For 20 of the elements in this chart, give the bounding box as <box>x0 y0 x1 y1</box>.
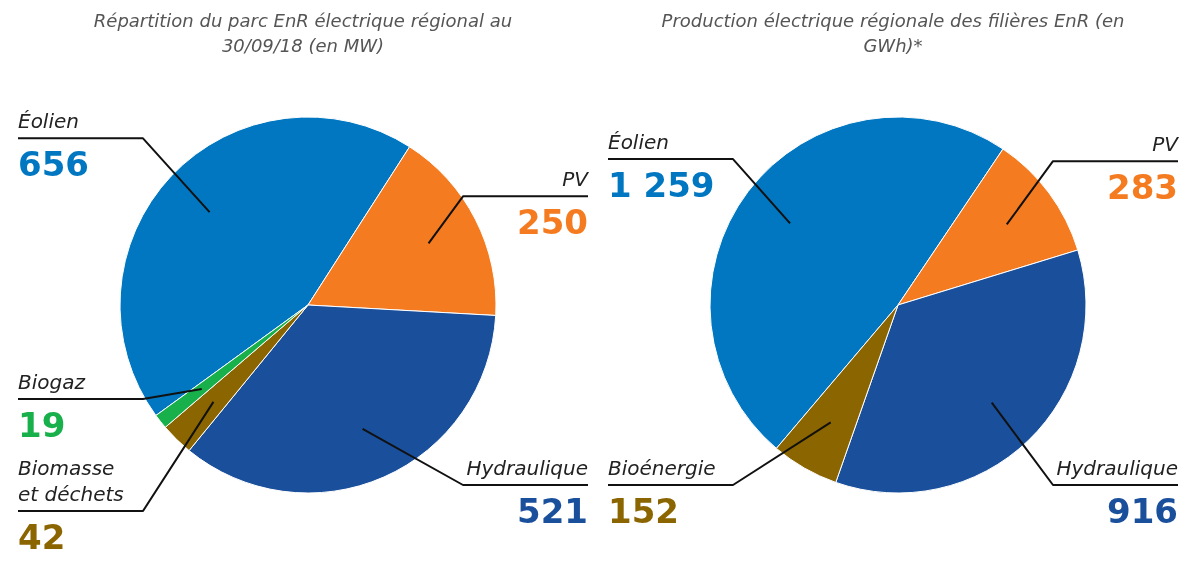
data-label: 283 <box>1107 167 1178 208</box>
data-label: 152 <box>608 491 679 531</box>
data-label: 42 <box>18 517 66 557</box>
data-label: 1 259 <box>608 165 715 206</box>
chart-title: Répartition du parc EnR électrique régional au 30/09/18 (en MW) <box>92 9 514 58</box>
data-label: 916 <box>1107 491 1178 531</box>
data-label: 656 <box>18 144 89 185</box>
slice-label: Biogaz <box>18 370 86 394</box>
slice-label: Éolien <box>18 109 79 134</box>
slice-label: Bioénergie <box>608 456 716 480</box>
slice-label: Éolien <box>608 130 669 155</box>
chart-title: Production électrique régionale des filières EnR (en GWh)* <box>660 9 1126 58</box>
slice-label: Biomasse et déchets <box>18 456 124 506</box>
slice-label: PV <box>1152 132 1180 157</box>
slice-label: Hydraulique <box>1056 456 1178 480</box>
slice-label: Hydraulique <box>466 456 588 480</box>
slice-label: PV <box>562 167 590 192</box>
data-label: 250 <box>517 202 588 243</box>
data-label: 19 <box>18 405 66 445</box>
data-label: 521 <box>517 491 588 531</box>
